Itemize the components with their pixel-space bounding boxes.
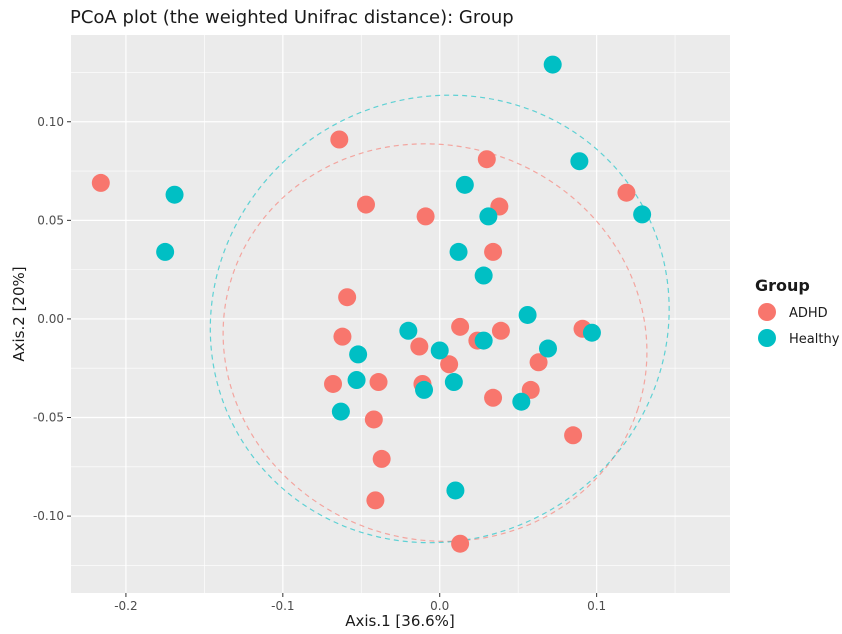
point-adhd: [451, 317, 470, 336]
point-healthy: [543, 55, 562, 74]
point-healthy: [165, 185, 184, 204]
point-healthy: [331, 402, 350, 421]
grid-minor: [71, 35, 730, 593]
point-adhd: [440, 355, 459, 374]
point-healthy: [156, 242, 175, 261]
x-tick-label: 0.1: [587, 599, 606, 613]
point-healthy: [349, 345, 368, 364]
point-healthy: [444, 373, 463, 392]
x-tick-label: -0.1: [271, 599, 294, 613]
point-healthy: [570, 152, 589, 171]
point-adhd: [364, 410, 383, 429]
x-axis-ticks: -0.2 -0.1 0.0 0.1: [114, 593, 606, 613]
y-axis-ticks: -0.10 -0.05 0.00 0.05 0.10: [33, 115, 71, 523]
y-tick-label: 0.05: [37, 213, 64, 227]
x-tick-label: 0.0: [430, 599, 449, 613]
point-adhd: [477, 150, 496, 169]
point-adhd: [338, 288, 357, 307]
point-adhd: [324, 374, 343, 393]
legend-key-healthy: [758, 329, 776, 347]
y-tick-label: -0.10: [33, 509, 64, 523]
point-adhd: [356, 195, 375, 214]
point-healthy: [512, 392, 531, 411]
ellipse-adhd: [222, 143, 648, 542]
plot-panel: [71, 35, 730, 593]
point-healthy: [582, 323, 601, 342]
legend-key-adhd: [758, 303, 776, 321]
point-healthy: [538, 339, 557, 358]
x-axis-title: Axis.1 [36.6%]: [345, 612, 455, 630]
point-adhd: [416, 207, 435, 226]
point-healthy: [633, 205, 652, 224]
point-adhd: [330, 130, 349, 149]
point-healthy: [449, 242, 468, 261]
point-adhd: [91, 173, 110, 192]
point-adhd: [484, 242, 503, 261]
point-adhd: [451, 534, 470, 553]
point-adhd: [410, 337, 429, 356]
confidence-ellipses: [209, 94, 670, 544]
point-healthy: [430, 341, 449, 360]
point-healthy: [415, 380, 434, 399]
point-adhd: [484, 388, 503, 407]
y-axis-title: Axis.2 [20%]: [10, 266, 28, 361]
point-healthy: [399, 321, 418, 340]
point-adhd: [333, 327, 352, 346]
ellipse-healthy: [209, 94, 670, 544]
point-adhd: [529, 353, 548, 372]
legend-label-healthy: Healthy: [789, 332, 840, 347]
point-adhd: [491, 321, 510, 340]
y-tick-label: -0.05: [33, 411, 64, 425]
point-adhd: [369, 373, 388, 392]
legend-label-adhd: ADHD: [789, 306, 828, 321]
point-healthy: [474, 331, 493, 350]
point-adhd: [372, 449, 391, 468]
data-points: [91, 55, 652, 553]
point-healthy: [455, 175, 474, 194]
point-healthy: [479, 207, 498, 226]
point-healthy: [446, 481, 465, 500]
legend-title: Group: [755, 276, 810, 295]
point-adhd: [564, 426, 583, 445]
y-tick-label: 0.00: [37, 312, 64, 326]
chart-title: PCoA plot (the weighted Unifrac distance…: [70, 7, 514, 28]
y-tick-label: 0.10: [37, 115, 64, 129]
point-adhd: [366, 491, 385, 510]
grid-major: [71, 35, 730, 593]
legend: Group ADHD Healthy: [755, 276, 840, 347]
point-healthy: [518, 305, 537, 324]
point-healthy: [347, 371, 366, 390]
x-tick-label: -0.2: [114, 599, 137, 613]
point-adhd: [617, 183, 636, 202]
point-healthy: [474, 266, 493, 285]
